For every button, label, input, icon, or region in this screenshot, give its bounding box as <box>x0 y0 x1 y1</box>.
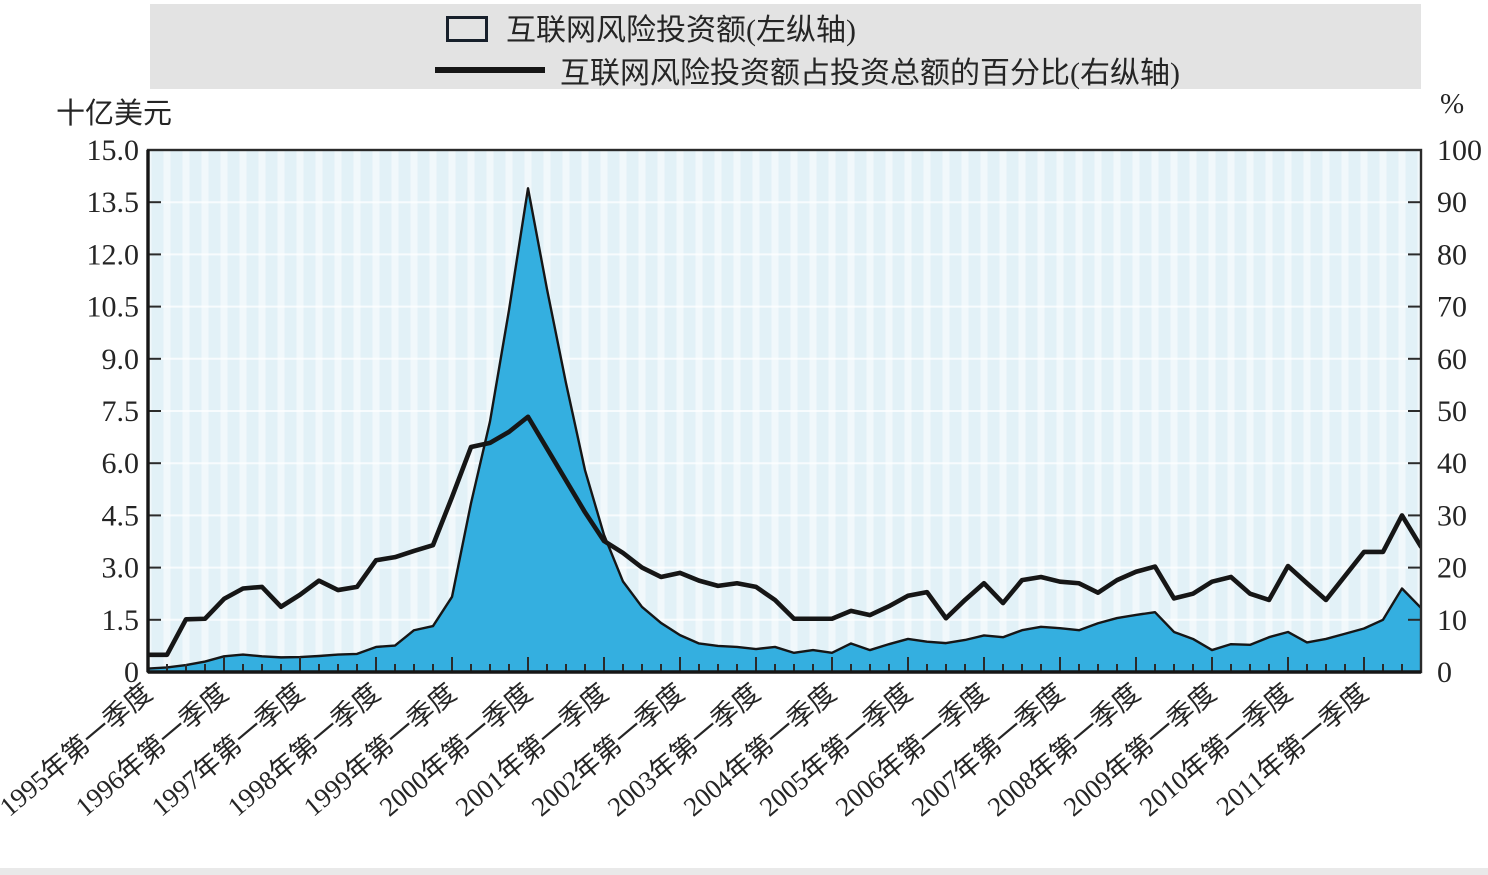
y-axis-tick-label-right: 40 <box>1437 447 1467 480</box>
y-axis-tick-label-left: 3.0 <box>102 552 140 585</box>
area-series-outline <box>148 187 1421 670</box>
y-axis-tick-label-left: 15.0 <box>87 134 140 167</box>
y-axis-tick-label-left: 13.5 <box>87 186 140 219</box>
area-series <box>148 188 1421 672</box>
y-axis-tick-label-right: 0 <box>1437 656 1452 689</box>
line-series <box>148 414 1421 658</box>
y-axis-tick-label-left: 7.5 <box>102 395 140 428</box>
legend-line-swatch-icon <box>435 67 545 73</box>
y-axis-tick-label-right: 20 <box>1437 552 1467 585</box>
y-axis-tick-label-left: 10.5 <box>87 291 140 324</box>
y-axis-tick-label-right: 30 <box>1437 499 1467 532</box>
left-axis-title: 十亿美元 <box>56 98 173 130</box>
y-axis-tick-label-left: 9.0 <box>102 343 140 376</box>
y-axis-tick-label-right: 10 <box>1437 604 1467 637</box>
y-axis-tick-label-left: 0 <box>124 656 139 689</box>
y-axis-tick-label-right: 50 <box>1437 395 1467 428</box>
chart-legend: 互联网风险投资额(左纵轴) 互联网风险投资额占投资总额的百分比(右纵轴) <box>150 4 1421 90</box>
legend-line-label: 互联网风险投资额占投资总额的百分比(右纵轴) <box>560 57 1180 90</box>
y-axis-tick-label-left: 6.0 <box>102 447 140 480</box>
y-axis-tick-label-left: 12.0 <box>87 238 140 271</box>
plot-area <box>148 150 1421 672</box>
y-axis-tick-label-right: 60 <box>1437 343 1467 376</box>
legend-area-swatch-icon <box>446 16 488 42</box>
y-axis-tick-label-right: 70 <box>1437 291 1467 324</box>
page-edge-strip <box>0 868 1488 875</box>
y-axis-tick-label-left: 4.5 <box>102 499 140 532</box>
right-axis-title: % <box>1440 88 1465 120</box>
y-axis-tick-label-right: 90 <box>1437 186 1467 219</box>
legend-area-label: 互联网风险投资额(左纵轴) <box>506 14 856 47</box>
y-axis-tick-label-right: 100 <box>1437 134 1482 167</box>
y-axis-tick-label-left: 1.5 <box>102 604 140 637</box>
y-axis-tick-label-right: 80 <box>1437 238 1467 271</box>
